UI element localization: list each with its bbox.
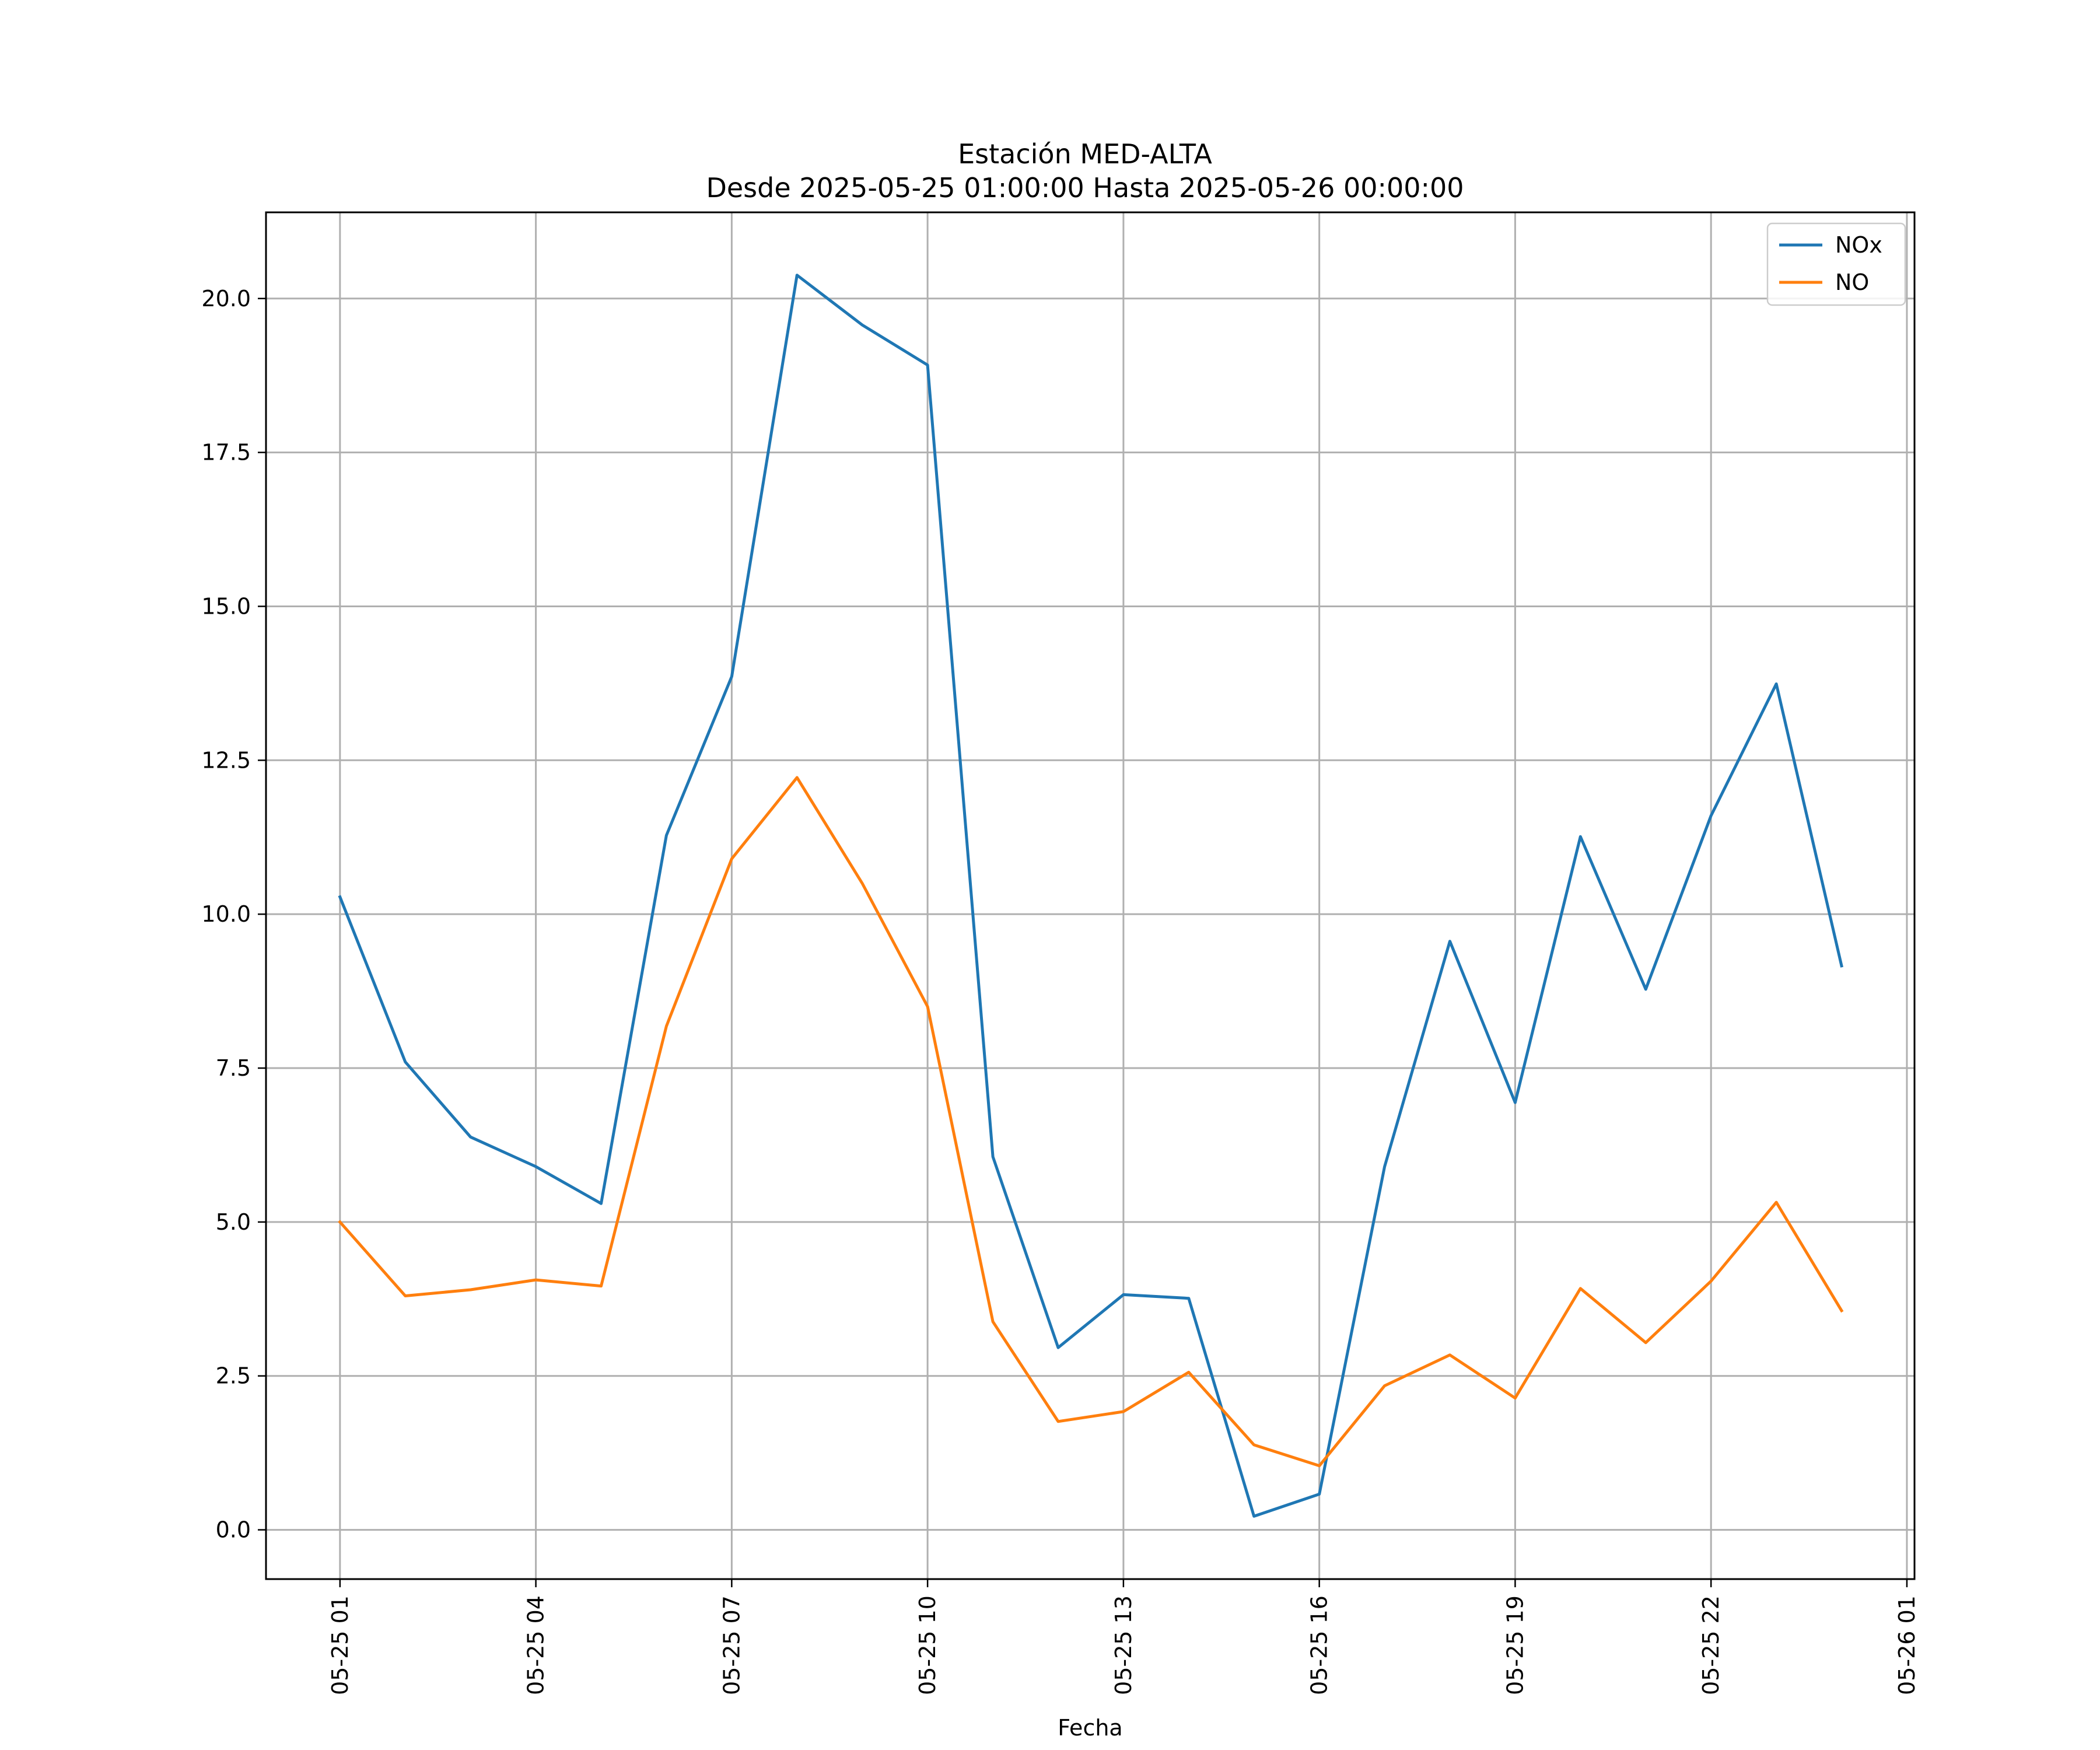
y-tick-label: 10.0: [201, 901, 251, 927]
y-tick-label: 7.5: [216, 1055, 251, 1081]
x-tick-label: 05-25 22: [1698, 1595, 1724, 1695]
y-tick-label: 0.0: [216, 1517, 251, 1543]
x-tick-label: 05-25 07: [719, 1595, 744, 1695]
series-line-no: [338, 776, 1844, 1468]
y-tick-label: 20.0: [201, 286, 251, 312]
legend-label-nox: NOx: [1835, 232, 1882, 258]
chart-subtitle: Desde 2025-05-25 01:00:00 Hasta 2025-05-…: [706, 172, 1464, 204]
x-tick-label: 05-25 10: [915, 1595, 940, 1695]
grid: [266, 212, 1915, 1579]
x-tick-label: 05-25 13: [1111, 1595, 1136, 1695]
axis-ticks: 05-25 01 05-25 04 05-25 07 05-25 10 05-25 13…: [201, 286, 1920, 1695]
plot-frame: [265, 211, 1916, 1580]
series-lines: [338, 274, 1844, 1518]
x-tick-label: 05-25 19: [1502, 1595, 1528, 1695]
legend: NOx NO: [1766, 222, 1906, 306]
legend-label-no: NO: [1835, 270, 1869, 295]
chart-title: Estación MED-ALTA: [958, 138, 1212, 170]
series-line-nox: [338, 274, 1843, 1518]
x-tick-label: 05-26 01: [1894, 1595, 1920, 1695]
y-tick-label: 12.5: [201, 747, 251, 773]
x-tick-label: 05-25 01: [327, 1595, 353, 1695]
y-tick-label: 17.5: [201, 440, 251, 466]
x-tick-label: 05-25 04: [523, 1595, 549, 1695]
y-tick-label: 2.5: [216, 1363, 251, 1389]
y-tick-label: 15.0: [201, 593, 251, 619]
y-tick-label: 5.0: [216, 1209, 251, 1235]
x-axis-label: Fecha: [1058, 1715, 1122, 1741]
x-tick-label: 05-25 16: [1307, 1595, 1332, 1695]
